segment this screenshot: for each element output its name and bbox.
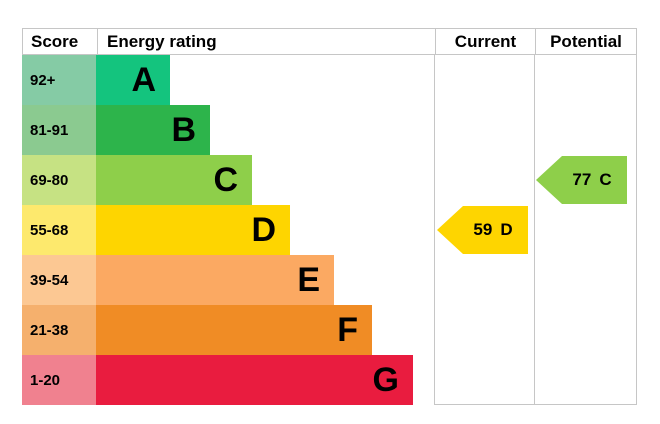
band-row: 55-68 D xyxy=(22,205,413,255)
table-header-row: Score Energy rating Current Potential xyxy=(22,28,637,55)
rating-letter: B xyxy=(171,111,196,149)
band-row: 81-91 B xyxy=(22,105,413,155)
band-row: 92+ A xyxy=(22,55,413,105)
rating-bar: C xyxy=(96,155,252,205)
rating-bar: B xyxy=(96,105,210,155)
band-row: 21-38 F xyxy=(22,305,413,355)
rating-letter: D xyxy=(251,211,276,249)
left-arrow-shape-icon xyxy=(536,156,627,204)
band-row: 39-54 E xyxy=(22,255,413,305)
score-range-cell: 21-38 xyxy=(22,305,96,355)
score-range-cell: 55-68 xyxy=(22,205,96,255)
score-range-cell: 1-20 xyxy=(22,355,96,405)
current-rating-arrow: 59 D xyxy=(437,206,528,254)
rating-letter: G xyxy=(372,361,399,399)
band-row: 69-80 C xyxy=(22,155,413,205)
band-row: 1-20 G xyxy=(22,355,413,405)
rating-letter: A xyxy=(131,61,156,99)
current-score: 59 xyxy=(473,220,493,239)
current-column xyxy=(434,55,534,405)
score-column-header: Score xyxy=(31,31,79,51)
potential-column-header: Potential xyxy=(535,29,636,54)
potential-score: 77 xyxy=(572,170,592,189)
rating-letter: F xyxy=(337,311,358,349)
current-rating-label: 59 D xyxy=(463,206,523,254)
current-column-header: Current xyxy=(435,29,535,54)
potential-rating-label: 77 C xyxy=(562,156,622,204)
left-arrow-shape-icon xyxy=(437,206,528,254)
rating-letter: C xyxy=(213,161,238,199)
potential-band: C xyxy=(599,170,612,189)
score-range-cell: 92+ xyxy=(22,55,96,105)
rating-bar: F xyxy=(96,305,372,355)
epc-band-rows: 92+ A 81-91 B 69-80 C 55-68 D 39-54 xyxy=(22,55,413,405)
rating-bar: A xyxy=(96,55,170,105)
potential-rating-arrow: 77 C xyxy=(536,156,627,204)
current-band: D xyxy=(500,220,513,239)
rating-letter: E xyxy=(297,261,320,299)
energy-rating-column-header: Energy rating xyxy=(97,29,435,54)
potential-column xyxy=(534,55,637,405)
rating-bar: D xyxy=(96,205,290,255)
score-range-cell: 39-54 xyxy=(22,255,96,305)
rating-bar: E xyxy=(96,255,334,305)
rating-bar: G xyxy=(96,355,413,405)
score-range-cell: 81-91 xyxy=(22,105,96,155)
score-range-cell: 69-80 xyxy=(22,155,96,205)
